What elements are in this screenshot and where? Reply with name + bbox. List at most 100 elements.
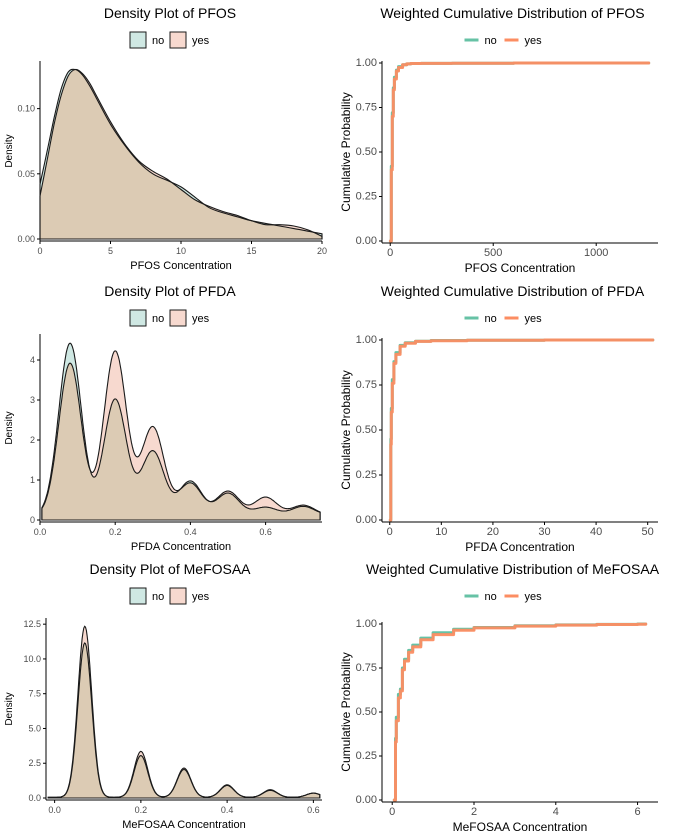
y-tick-label: 0.25	[356, 191, 377, 203]
x-tick-label: 0.6	[307, 805, 320, 815]
x-axis-label: PFDA Concentration	[465, 540, 574, 554]
pfos-cdf-chart: Weighted Cumulative Distribution of PFOS…	[336, 0, 673, 278]
x-tick-label: 500	[484, 247, 502, 259]
y-tick-label: 4	[30, 355, 35, 365]
legend-key-no	[129, 309, 147, 327]
legend-label-no: no	[485, 313, 497, 325]
legend-label-yes: yes	[525, 591, 543, 603]
y-tick-label: 0.00	[356, 794, 377, 806]
y-tick-label: 12.5	[23, 619, 41, 629]
cdf-line-no	[388, 338, 655, 522]
legend-key-yes	[169, 309, 187, 327]
y-axis-label: Density	[4, 692, 15, 725]
legend-label-no: no	[485, 591, 497, 603]
x-tick-label: 0.6	[259, 527, 272, 537]
x-tick-label: 4	[553, 806, 559, 818]
density-line-yes	[39, 68, 323, 240]
mefosaa-density-svg: Density Plot of MeFOSAA no yes 0.0 0.2 0.4 0.6…	[4, 561, 322, 831]
x-tick-label: 0.2	[135, 805, 148, 815]
legend: no yes	[129, 31, 210, 49]
cdf-line-yes	[388, 338, 655, 522]
x-axis-label: PFDA Concentration	[131, 541, 231, 553]
density-line-yes	[47, 625, 321, 799]
x-axis-label: MeFOSAA Concentration	[453, 820, 588, 834]
x-axis-label: PFOS Concentration	[465, 261, 576, 275]
y-tick-label: 1.00	[356, 57, 377, 69]
legend-label-yes: yes	[192, 313, 210, 325]
legend-key-yes	[169, 31, 187, 49]
y-tick-label: 0.50	[356, 424, 377, 436]
x-tick-label: 10	[176, 246, 186, 256]
x-tick-label: 20	[487, 526, 499, 538]
x-tick-label: 50	[642, 526, 654, 538]
mefosaa-cdf-chart: Weighted Cumulative Distribution of MeFO…	[336, 556, 673, 835]
y-axis-label: Cumulative Probability	[339, 92, 353, 211]
y-tick-label: 0.05	[17, 169, 35, 179]
y-tick-label: 2.5	[28, 758, 41, 768]
legend: no yes	[129, 309, 210, 327]
y-tick-label: 2	[30, 435, 35, 445]
pfos-density-svg: Density Plot of PFOS no yes 0 5 10 15 20 0.00 0.0…	[4, 5, 327, 272]
chart-title: Weighted Cumulative Distribution of MeFO…	[366, 561, 660, 577]
legend-label-no: no	[485, 35, 497, 47]
legend-label-no: no	[152, 35, 164, 47]
y-tick-label: 0.00	[17, 234, 35, 244]
mefosaa-cdf-svg: Weighted Cumulative Distribution of MeFO…	[339, 561, 660, 834]
x-tick-label: 40	[590, 526, 602, 538]
x-tick-label: 1000	[584, 247, 608, 259]
x-axis-label: PFOS Concentration	[130, 260, 232, 272]
y-tick-label: 0.25	[356, 469, 377, 481]
y-axis-label: Density	[4, 411, 15, 444]
legend-key-no	[129, 31, 147, 49]
legend: no yes	[464, 35, 543, 47]
x-tick-label: 6	[634, 806, 640, 818]
x-tick-label: 30	[538, 526, 550, 538]
x-tick-label: 5	[108, 246, 113, 256]
y-tick-label: 0.75	[356, 662, 377, 674]
y-tick-label: 0	[30, 515, 35, 525]
x-tick-label: 15	[246, 246, 256, 256]
y-axis-label: Density	[4, 134, 15, 167]
y-tick-label: 1	[30, 475, 35, 485]
legend-key-yes	[169, 587, 187, 605]
pfda-density-svg: Density Plot of PFDA no yes 0.0 0.2 0.4 0.6 0 1 2…	[4, 283, 322, 553]
pfda-density-chart: Density Plot of PFDA no yes 0.0 0.2 0.4 0.6 0 1 2…	[0, 278, 336, 556]
legend-label-yes: yes	[525, 313, 543, 325]
y-tick-label: 0.75	[356, 102, 377, 114]
legend: no yes	[464, 591, 543, 603]
x-tick-label: 2	[471, 806, 477, 818]
x-tick-label: 0	[387, 247, 393, 259]
y-tick-label: 0.00	[356, 235, 377, 247]
pfos-density-chart: Density Plot of PFOS no yes 0 5 10 15 20 0.00 0.0…	[0, 0, 336, 278]
cdf-line-no	[392, 622, 648, 802]
chart-title: Density Plot of PFOS	[104, 5, 236, 21]
mefosaa-density-chart: Density Plot of MeFOSAA no yes 0.0 0.2 0.4 0.6…	[0, 556, 336, 835]
legend-label-yes: yes	[192, 591, 210, 603]
x-tick-label: 0	[387, 526, 393, 538]
legend-label-yes: yes	[525, 35, 543, 47]
chart-title: Density Plot of PFDA	[104, 283, 236, 299]
y-tick-label: 0.10	[17, 104, 35, 114]
y-tick-label: 0.0	[28, 793, 41, 803]
pfda-cdf-svg: Weighted Cumulative Distribution of PFDA…	[339, 283, 658, 554]
x-axis-label: MeFOSAA Concentration	[122, 819, 246, 831]
pfda-cdf-chart: Weighted Cumulative Distribution of PFDA…	[336, 278, 673, 556]
y-tick-label: 3	[30, 395, 35, 405]
legend-label-yes: yes	[192, 35, 210, 47]
x-tick-label: 0.0	[34, 527, 47, 537]
chart-title: Weighted Cumulative Distribution of PFOS	[380, 5, 644, 21]
chart-title: Weighted Cumulative Distribution of PFDA	[381, 283, 645, 299]
x-tick-label: 0	[389, 806, 395, 818]
y-tick-label: 0.50	[356, 146, 377, 158]
x-tick-label: 10	[435, 526, 447, 538]
x-tick-label: 20	[317, 246, 327, 256]
cdf-line-no	[388, 61, 651, 243]
legend-key-no	[129, 587, 147, 605]
y-tick-label: 0.25	[356, 750, 377, 762]
pfos-cdf-svg: Weighted Cumulative Distribution of PFOS…	[339, 5, 658, 275]
legend-label-no: no	[152, 591, 164, 603]
y-tick-label: 1.00	[356, 334, 377, 346]
cdf-line-yes	[388, 61, 651, 243]
y-axis-label: Cumulative Probability	[339, 652, 353, 771]
cdf-line-yes	[392, 622, 648, 802]
